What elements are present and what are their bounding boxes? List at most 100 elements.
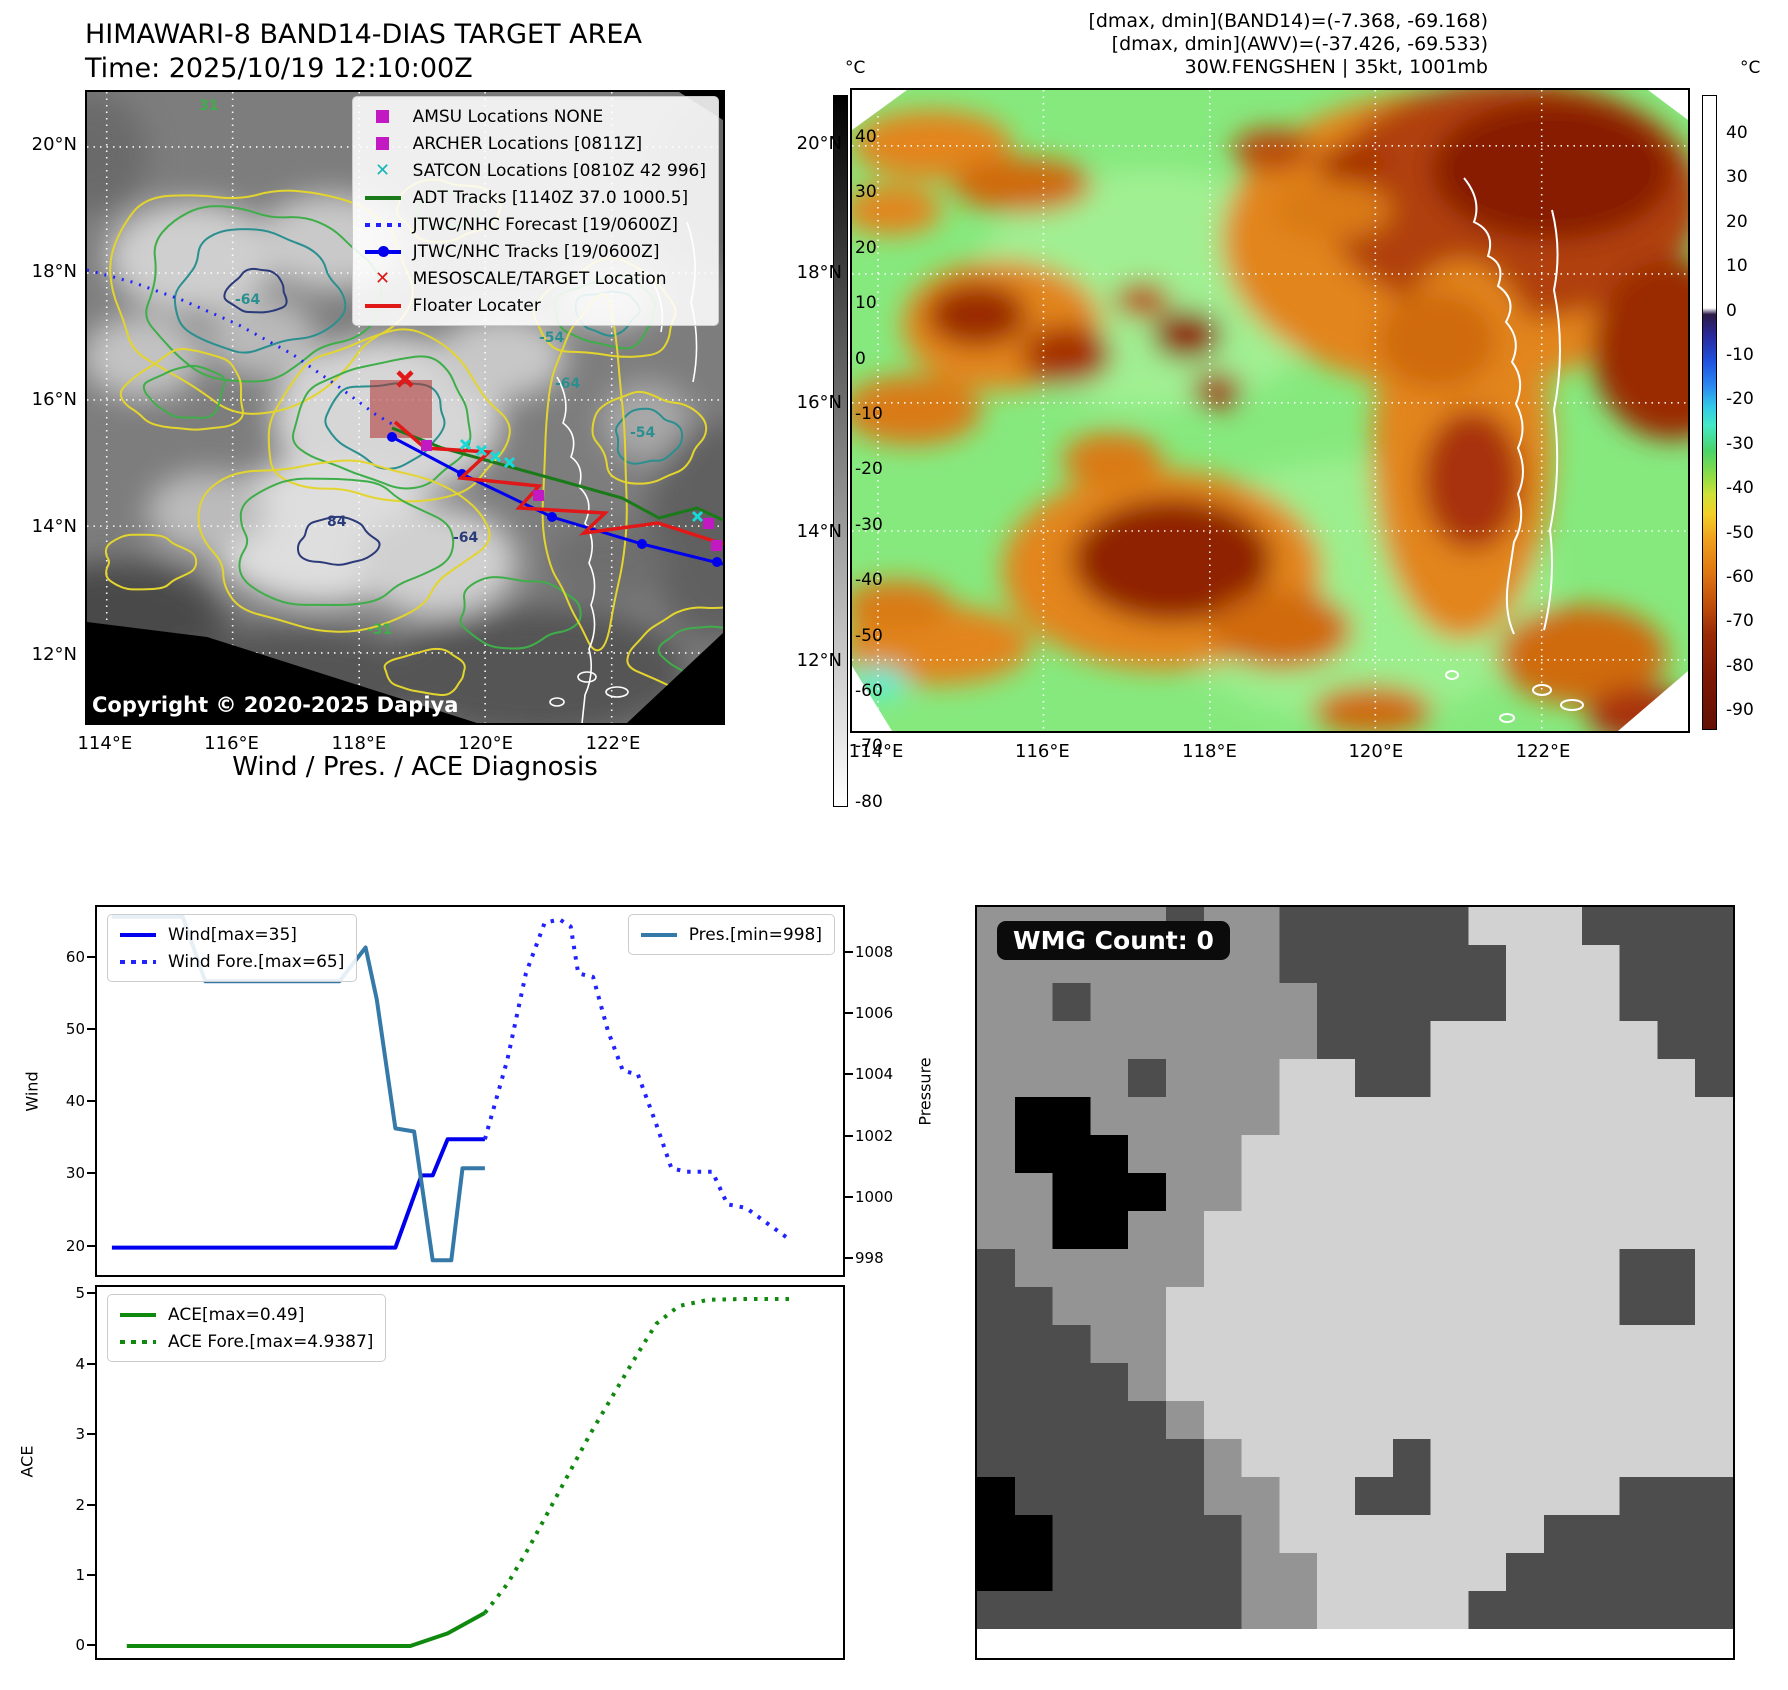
wmg-cell — [1355, 1591, 1393, 1629]
wmg-cell — [1695, 1439, 1733, 1477]
storm-tracks — [87, 268, 723, 567]
legend-item: ACE[max=0.49] — [118, 1301, 373, 1328]
wmg-cell — [1468, 1401, 1507, 1439]
colorbar-tick: -20 — [1726, 389, 1754, 410]
wmg-cell — [1695, 983, 1733, 1021]
wmg-cell — [1430, 1097, 1469, 1135]
wmg-cell — [1355, 1021, 1393, 1059]
tick-label: 0 — [75, 1636, 85, 1655]
wmg-cell — [1430, 1591, 1469, 1629]
wmg-cell — [1619, 907, 1658, 945]
wmg-cell — [1241, 1211, 1280, 1249]
wind-legend: Wind[max=35] Wind Fore.[max=65] — [107, 914, 358, 982]
wmg-cell — [1619, 1439, 1658, 1477]
wmg-cell — [1052, 1553, 1091, 1591]
tick-mark — [87, 1503, 95, 1506]
wmg-cell — [1619, 1287, 1658, 1325]
wmg-cell — [1544, 1325, 1582, 1363]
wmg-cell — [1166, 1097, 1204, 1135]
wmg-cell — [1317, 907, 1356, 945]
wmg-cell — [1052, 1401, 1091, 1439]
colorbar-tick: 10 — [1726, 256, 1748, 277]
wmg-cell — [1014, 1211, 1053, 1249]
wmg-cell — [1090, 1211, 1129, 1249]
wmg-cell — [1317, 1135, 1356, 1173]
y-tick-label: 20°N — [31, 134, 77, 156]
copyright-label: Copyright © 2020-2025 Dapiya — [92, 693, 459, 717]
wmg-cell — [1506, 1059, 1545, 1097]
wmg-cell — [1166, 1135, 1204, 1173]
tick-label: 1006 — [855, 1003, 894, 1022]
wmg-cell — [1392, 1211, 1431, 1249]
wmg-cell — [1014, 1515, 1053, 1553]
wmg-cell — [1241, 907, 1280, 945]
wmg-cell — [1166, 1173, 1204, 1211]
wmg-cell — [1581, 1211, 1620, 1249]
colorbar-tick: -50 — [1726, 522, 1754, 543]
y-tick-label: 16°N — [796, 391, 842, 413]
y-tick-label: 18°N — [31, 261, 77, 283]
wmg-cell — [1392, 1173, 1431, 1211]
wmg-cell — [1279, 1325, 1318, 1363]
wmg-cell — [1014, 1173, 1053, 1211]
wmg-cell — [977, 1135, 1015, 1173]
wmg-cell — [1241, 1439, 1280, 1477]
wmg-cell — [1241, 1477, 1280, 1515]
wmg-cell — [1166, 1401, 1204, 1439]
wmg-cell — [1619, 1553, 1658, 1591]
tick-mark — [87, 1100, 95, 1103]
legend-item-label: JTWC/NHC Forecast [19/0600Z] — [412, 214, 679, 235]
wmg-cell — [1241, 1135, 1280, 1173]
ace-legend: ACE[max=0.49] ACE Fore.[max=4.9387] — [107, 1294, 387, 1362]
wmg-cell — [1355, 1515, 1393, 1553]
wmg-cell — [1430, 1477, 1469, 1515]
series-wind-max-35- — [111, 1137, 485, 1250]
wmg-cell — [1430, 1325, 1469, 1363]
wmg-cell — [977, 1249, 1015, 1287]
wmg-cell — [1657, 1097, 1696, 1135]
wmg-cell — [1279, 1477, 1318, 1515]
legend-item: JTWC/NHC Tracks [19/0600Z] — [363, 238, 706, 265]
tick-label: 1000 — [855, 1187, 894, 1206]
wmg-cell — [1052, 1135, 1091, 1173]
wmg-cell — [1052, 1591, 1091, 1629]
right-map-panel — [850, 88, 1690, 733]
x-tick-label: 118°E — [331, 733, 387, 754]
wmg-cell — [1166, 1591, 1204, 1629]
tick-label: 1004 — [855, 1065, 894, 1084]
wmg-cell — [1392, 1059, 1431, 1097]
wmg-cell — [1128, 1097, 1167, 1135]
wmg-cell — [1014, 1553, 1053, 1591]
dotted-line-icon — [363, 222, 403, 227]
left-map-time: Time: 2025/10/19 12:10:00Z — [85, 53, 473, 84]
tick-label: 2 — [75, 1495, 85, 1514]
wmg-cell — [1506, 1363, 1545, 1401]
wmg-cell — [1279, 1515, 1318, 1553]
wmg-cell — [1166, 1325, 1204, 1363]
tick-mark — [87, 1244, 95, 1247]
wmg-cell — [1619, 983, 1658, 1021]
wmg-cell — [1581, 945, 1620, 983]
colorbar-tick: -10 — [1726, 345, 1754, 365]
colorbar-tick: -80 — [855, 791, 883, 812]
legend-item: ARCHER Locations [0811Z] — [363, 130, 706, 157]
series-ace-fore-max-4-9387- — [483, 1297, 791, 1615]
tick-mark — [845, 950, 853, 953]
wmg-cell — [1317, 1097, 1356, 1135]
wmg-cell — [1090, 1021, 1129, 1059]
wmg-cell — [1657, 1553, 1696, 1591]
wmg-cell — [1657, 1059, 1696, 1097]
wmg-cell — [1014, 1097, 1053, 1135]
tick-label: 5 — [75, 1284, 85, 1303]
colorbar-tick: -30 — [1726, 433, 1754, 454]
tick-mark — [87, 1172, 95, 1175]
wmg-cell — [1430, 1059, 1469, 1097]
wmg-cell — [1241, 1401, 1280, 1439]
wmg-cell — [1203, 1097, 1242, 1135]
wmg-cell — [1203, 1021, 1242, 1059]
wmg-cell — [1166, 1553, 1204, 1591]
x-tick-label: 122°E — [1515, 741, 1571, 762]
wmg-cell — [1355, 983, 1393, 1021]
wmg-cell — [1052, 1059, 1091, 1097]
wmg-cell — [1128, 1477, 1167, 1515]
